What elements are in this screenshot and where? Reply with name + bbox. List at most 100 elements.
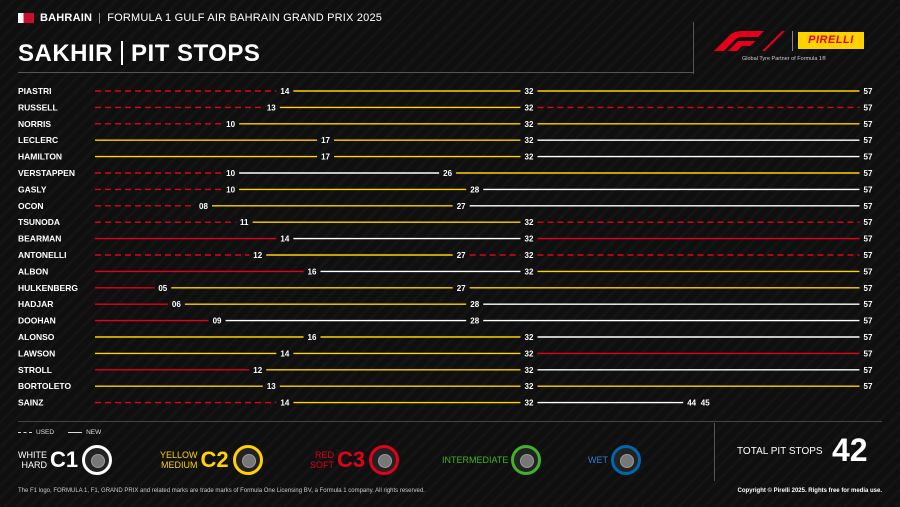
used-label: USED xyxy=(36,429,55,436)
compound-hardness: SOFT xyxy=(310,460,334,470)
title-divider xyxy=(121,41,124,65)
driver-row: GASLY 10 28 57 xyxy=(18,184,873,194)
totals-divider xyxy=(714,423,715,481)
driver-row: HADJAR 06 28 57 xyxy=(18,299,873,309)
header-rule xyxy=(18,72,693,73)
lap-label: 28 xyxy=(470,300,479,309)
lap-label: 26 xyxy=(443,169,452,178)
compound-code: C1 xyxy=(50,447,79,472)
driver-row: BEARMAN 14 32 57 xyxy=(18,234,873,244)
compound-colour-name: RED xyxy=(314,450,334,460)
lap-label: 16 xyxy=(308,333,317,342)
compound-c2: YELLOW MEDIUM C2 xyxy=(160,440,263,480)
title-subject: PIT STOPS xyxy=(131,40,261,67)
driver-name: GASLY xyxy=(18,184,47,194)
compound-intermediate: INTERMEDIATE xyxy=(442,440,542,480)
compound-c1: WHITE HARD C1 xyxy=(18,440,113,480)
wet-tyre-icon xyxy=(611,445,641,475)
lap-label: 57 xyxy=(864,153,873,162)
driver-name: LECLERC xyxy=(18,135,58,145)
driver-row: HULKENBERG 05 27 57 xyxy=(18,283,873,293)
pirelli-logo: PIRELLI xyxy=(798,32,864,49)
lap-label: 32 xyxy=(525,333,534,342)
compound-name: YELLOW MEDIUM xyxy=(160,450,198,470)
lap-label: 32 xyxy=(525,120,534,129)
used-line-sample xyxy=(18,432,32,433)
driver-name: DOOHAN xyxy=(18,316,56,326)
lap-label: 57 xyxy=(864,284,873,293)
lap-label: 14 xyxy=(280,349,289,358)
compound-name: RED SOFT xyxy=(310,450,334,470)
lap-label: 16 xyxy=(308,267,317,276)
intermediate-tyre-icon xyxy=(511,445,542,475)
lap-label: 57 xyxy=(864,218,873,227)
page-title: SAKHIR PIT STOPS xyxy=(18,40,260,68)
trademark-notice: The F1 logo, FORMULA 1, F1, GRAND PRIX a… xyxy=(18,488,425,494)
lap-label: 10 xyxy=(226,185,235,194)
compound-c3: RED SOFT C3 xyxy=(310,440,400,480)
medium-tyre-icon xyxy=(232,445,263,475)
sponsor-logos: PIRELLI Global Tyre Partner of Formula 1… xyxy=(712,30,882,70)
compound-wet: WET xyxy=(588,440,641,480)
lap-label: 57 xyxy=(864,267,873,276)
compound-legend: WHITE HARD C1 YELLOW MEDIUM C2 RED SOFT C3 … xyxy=(18,440,708,480)
lap-label: 14 xyxy=(280,235,289,244)
event-line: BAHRAIN | FORMULA 1 GULF AIR BAHRAIN GRA… xyxy=(18,12,382,24)
lap-label: 14 xyxy=(280,399,289,408)
compound-name: INTERMEDIATE xyxy=(442,455,509,465)
driver-name: OCON xyxy=(18,201,44,211)
driver-name: HADJAR xyxy=(18,299,53,309)
lap-label: 57 xyxy=(864,333,873,342)
bahrain-flag-icon xyxy=(18,13,34,23)
lap-label: 12 xyxy=(253,251,262,260)
lap-label: 27 xyxy=(457,251,466,260)
title-venue: SAKHIR xyxy=(18,40,114,67)
lap-label: 32 xyxy=(525,399,534,408)
country-label: BAHRAIN xyxy=(40,12,93,24)
driver-row: BORTOLETO 13 32 57 xyxy=(18,381,873,391)
driver-name: BORTOLETO xyxy=(18,381,71,391)
driver-row: HAMILTON 17 32 57 xyxy=(18,152,873,162)
lap-label: 44 xyxy=(687,399,696,408)
total-pit-stops-label: TOTAL PIT STOPS xyxy=(737,446,823,457)
lap-label: 14 xyxy=(280,87,289,96)
lap-label: 57 xyxy=(864,120,873,129)
lap-label: 57 xyxy=(864,202,873,211)
lap-label: 32 xyxy=(525,251,534,260)
lap-label: 08 xyxy=(199,202,208,211)
logo-divider xyxy=(792,31,793,51)
driver-row: ALONSO 16 32 57 xyxy=(18,332,873,342)
driver-row: PIASTRI 14 32 57 xyxy=(18,86,873,96)
compound-name: WET xyxy=(588,455,608,465)
driver-name: ALONSO xyxy=(18,332,55,342)
compound-hardness: MEDIUM xyxy=(161,460,198,470)
new-label: NEW xyxy=(86,429,102,436)
driver-name: STROLL xyxy=(18,365,52,375)
lap-label: 13 xyxy=(267,103,276,112)
soft-tyre-icon xyxy=(369,445,400,475)
driver-name: PIASTRI xyxy=(18,86,52,96)
lap-label: 57 xyxy=(864,366,873,375)
lap-label: 32 xyxy=(525,218,534,227)
lap-label: 11 xyxy=(240,218,249,227)
lap-label: 32 xyxy=(525,153,534,162)
partner-tagline: Global Tyre Partner of Formula 1® xyxy=(742,56,827,62)
lap-label: 57 xyxy=(864,185,873,194)
legend-rule xyxy=(18,421,882,422)
driver-row: DOOHAN 09 28 57 xyxy=(18,316,873,326)
driver-row: ANTONELLI 12 27 32 57 xyxy=(18,250,873,260)
lap-label: 05 xyxy=(158,284,167,293)
driver-row: RUSSELL 13 32 57 xyxy=(18,102,873,112)
lap-label: 32 xyxy=(525,235,534,244)
lap-label: 57 xyxy=(864,235,873,244)
driver-row: STROLL 12 32 57 xyxy=(18,365,873,375)
lap-label: 57 xyxy=(864,136,873,145)
driver-row: VERSTAPPEN 10 26 57 xyxy=(18,168,873,178)
driver-name: LAWSON xyxy=(18,348,55,358)
lap-label: 32 xyxy=(525,382,534,391)
lap-label: 32 xyxy=(525,103,534,112)
lap-label: 32 xyxy=(525,366,534,375)
lap-label: 10 xyxy=(226,120,235,129)
compound-colour-name: WHITE xyxy=(18,450,47,460)
